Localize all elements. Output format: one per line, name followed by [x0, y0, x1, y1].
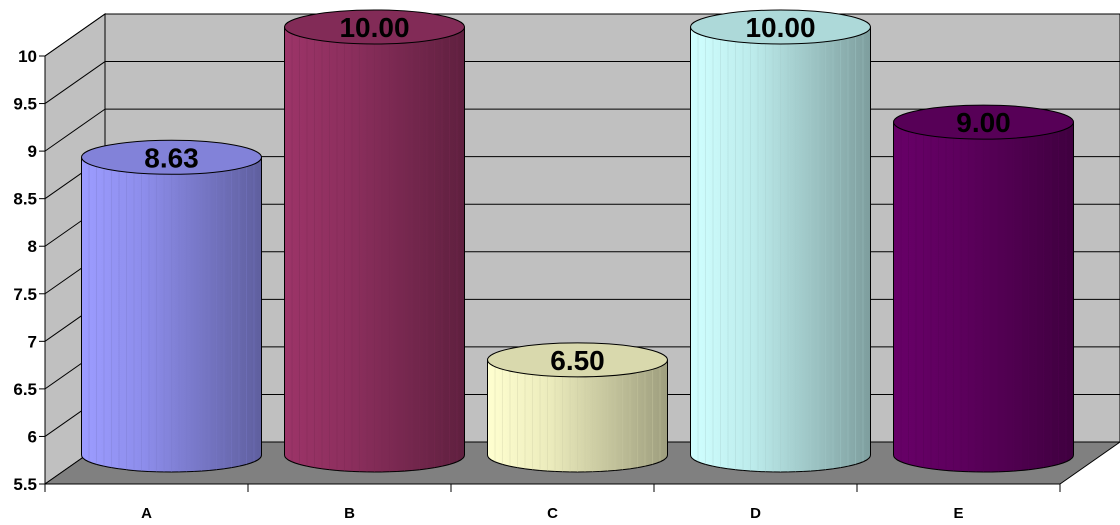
data-label: 6.50	[550, 345, 605, 376]
x-tick-label: B	[344, 505, 355, 522]
y-tick-label: 8.5	[13, 190, 37, 209]
bar-E	[894, 105, 1074, 472]
x-tick-label: A	[141, 505, 152, 522]
x-tick-label: C	[547, 505, 558, 522]
y-tick-label: 7.5	[13, 285, 37, 304]
y-tick-label: 9	[28, 142, 37, 161]
x-tick-label: D	[750, 505, 761, 522]
data-label: 10.00	[339, 12, 409, 43]
bar-B	[285, 10, 465, 472]
bar-D	[691, 10, 871, 472]
y-tick-label: 10	[18, 47, 37, 66]
y-tick-label: 8	[28, 237, 37, 256]
y-tick-label: 6.5	[13, 380, 37, 399]
y-tick-label: 7	[28, 332, 37, 351]
data-label: 8.63	[144, 142, 199, 173]
y-tick-label: 5.5	[13, 475, 37, 494]
data-label: 10.00	[745, 12, 815, 43]
y-tick-label: 6	[28, 427, 37, 446]
data-label: 9.00	[956, 107, 1011, 138]
y-tick-label: 9.5	[13, 95, 37, 114]
bar-A	[82, 140, 262, 472]
x-tick-label: E	[953, 505, 963, 522]
